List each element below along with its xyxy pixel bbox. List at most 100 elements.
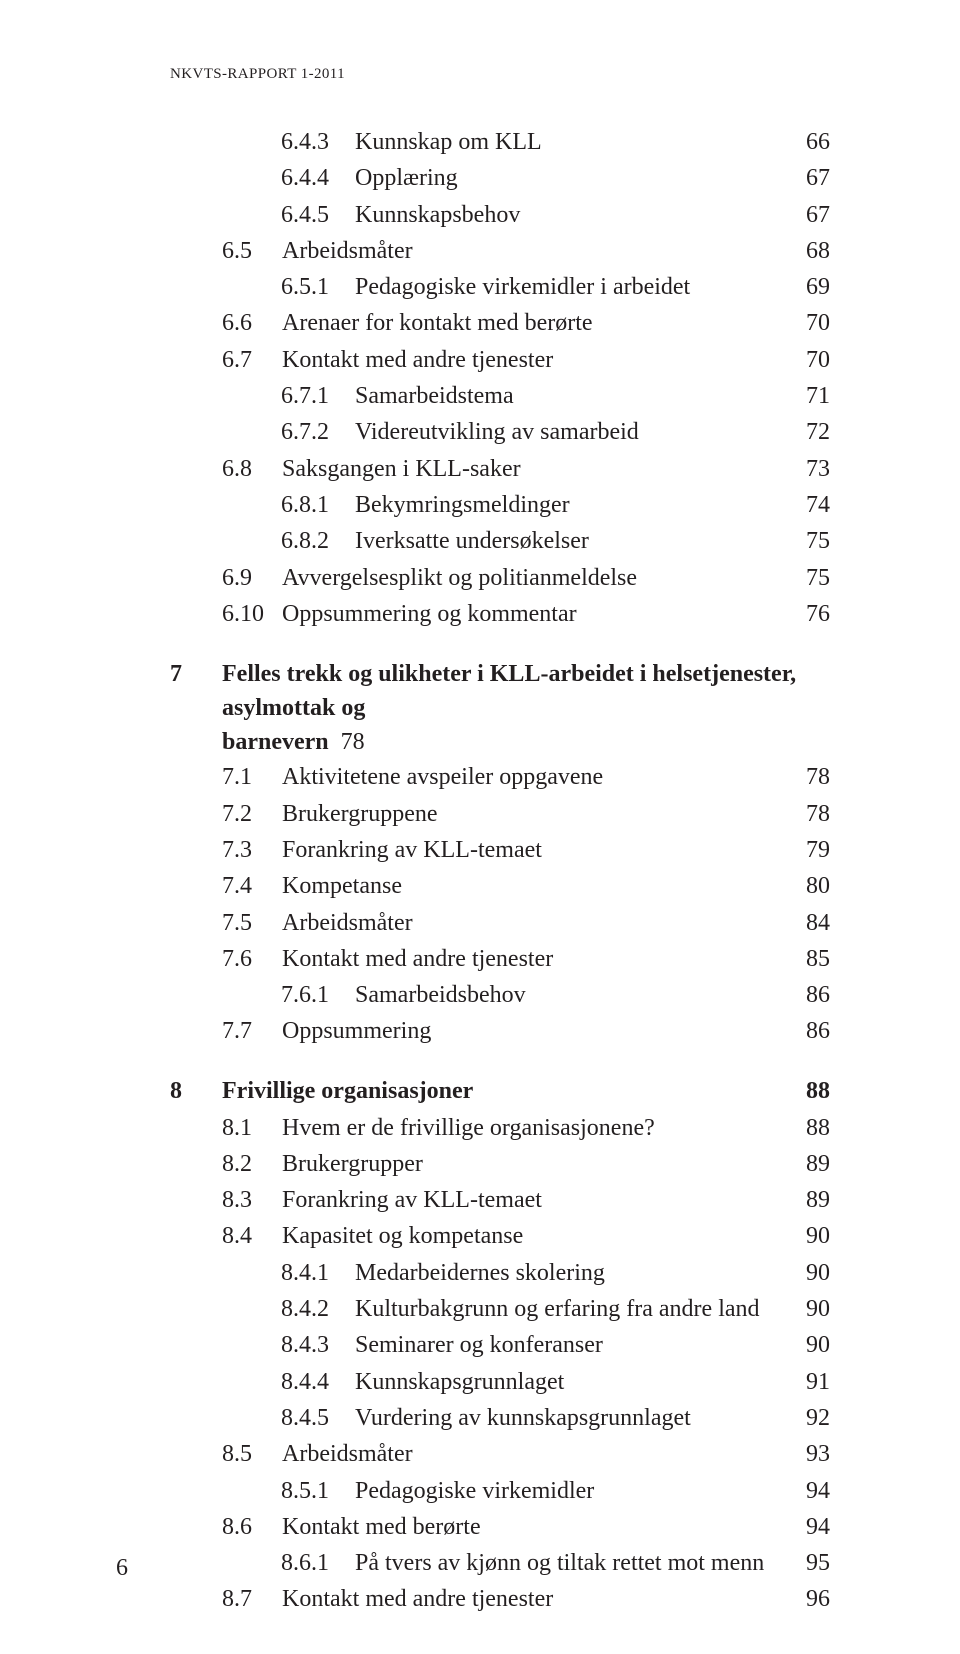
toc-entry: 6.7.2Videreutvikling av samarbeid 72 [170, 415, 830, 450]
toc-entry: 8.4.1Medarbeidernes skolering 90 [170, 1256, 830, 1291]
toc-entry: 8.4Kapasitet og kompetanse 90 [170, 1219, 830, 1254]
toc-number: 6.7.1 [281, 379, 355, 414]
toc-chapter: 7 Felles trekk og ulikheter i KLL-arbeid… [170, 657, 830, 759]
toc-number: 7.7 [222, 1014, 282, 1049]
toc-title: Avvergelsesplikt og politianmeldelse [282, 561, 637, 596]
toc-number: 8.6.1 [281, 1546, 355, 1581]
toc-number: 7 [170, 657, 222, 691]
toc-entry: 7.4Kompetanse 80 [170, 869, 830, 904]
toc-entry: 8.2Brukergrupper 89 [170, 1147, 830, 1182]
toc-page: 72 [792, 415, 830, 450]
toc-title: Kunnskapsgrunnlaget [355, 1365, 564, 1400]
toc-title: Opplæring [355, 161, 458, 196]
toc-number: 6.5 [222, 234, 282, 269]
toc-title: Vurdering av kunnskapsgrunnlaget [355, 1401, 691, 1436]
toc-title: Kontakt med andre tjenester [282, 343, 553, 378]
toc-number: 8 [170, 1074, 222, 1109]
toc-title: Arenaer for kontakt med berørte [282, 306, 593, 341]
toc-title: Medarbeidernes skolering [355, 1256, 605, 1291]
toc-title: barnevern [222, 725, 329, 759]
toc-number: 8.4.1 [281, 1256, 355, 1291]
toc-page: 67 [792, 161, 830, 196]
toc-entry: 6.6Arenaer for kontakt med berørte 70 [170, 306, 830, 341]
toc-number: 6.8 [222, 452, 282, 487]
toc-title: Kontakt med berørte [282, 1510, 481, 1545]
toc-number: 7.4 [222, 869, 282, 904]
toc-number: 6.7.2 [281, 415, 355, 450]
toc-title: Iverksatte undersøkelser [355, 524, 589, 559]
toc-page: 86 [792, 1014, 830, 1049]
toc-page: 74 [792, 488, 830, 523]
toc-entry: 6.5Arbeidsmåter 68 [170, 234, 830, 269]
toc-entry: 6.7Kontakt med andre tjenester 70 [170, 343, 830, 378]
toc-page: 67 [792, 198, 830, 233]
toc-number: 8.6 [222, 1510, 282, 1545]
toc-title: Saksgangen i KLL-saker [282, 452, 521, 487]
toc-number: 6.7 [222, 343, 282, 378]
toc-title: Aktivitetene avspeiler oppgavene [282, 760, 603, 795]
toc-number: 8.5.1 [281, 1474, 355, 1509]
toc-title: Brukergrupper [282, 1147, 423, 1182]
toc-title: Samarbeidstema [355, 379, 514, 414]
toc-page: 78 [792, 760, 830, 795]
toc-page: 95 [792, 1546, 830, 1581]
toc-title: Seminarer og konferanser [355, 1328, 603, 1363]
toc-title: Arbeidsmåter [282, 906, 413, 941]
toc-number: 6.5.1 [281, 270, 355, 305]
toc-title: Pedagogiske virkemidler i arbeidet [355, 270, 690, 305]
toc-entry: 6.7.1Samarbeidstema 71 [170, 379, 830, 414]
toc-number: 7.6 [222, 942, 282, 977]
toc-number: 6.6 [222, 306, 282, 341]
toc-page: 89 [792, 1147, 830, 1182]
toc-entry: 8.5Arbeidsmåter 93 [170, 1437, 830, 1472]
toc-number: 8.4.3 [281, 1328, 355, 1363]
toc-page: 90 [792, 1292, 830, 1327]
toc-title: Kompetanse [282, 869, 402, 904]
toc-entry: 6.8.2Iverksatte undersøkelser 75 [170, 524, 830, 559]
toc-entry: 6.4.4Opplæring 67 [170, 161, 830, 196]
toc-number: 8.4.2 [281, 1292, 355, 1327]
toc-entry: 8.4.3Seminarer og konferanser 90 [170, 1328, 830, 1363]
toc-number: 8.4.5 [281, 1401, 355, 1436]
toc-entry: 8.6Kontakt med berørte 94 [170, 1510, 830, 1545]
toc-entry: 8.7Kontakt med andre tjenester 96 [170, 1582, 830, 1617]
page-number: 6 [116, 1555, 128, 1582]
toc-number: 6.4.5 [281, 198, 355, 233]
toc-title: Bekymringsmeldinger [355, 488, 570, 523]
toc-number: 7.1 [222, 760, 282, 795]
toc-title: Kulturbakgrunn og erfaring fra andre lan… [355, 1292, 760, 1327]
toc-title: Pedagogiske virkemidler [355, 1474, 594, 1509]
toc-page: 73 [792, 452, 830, 487]
toc-title: Samarbeidsbehov [355, 978, 526, 1013]
toc-number: 8.3 [222, 1183, 282, 1218]
toc-title: Hvem er de frivillige organisasjonene? [282, 1111, 655, 1146]
toc-page: 90 [792, 1219, 830, 1254]
toc-page: 69 [792, 270, 830, 305]
toc-page: 86 [792, 978, 830, 1013]
toc-number: 8.4 [222, 1219, 282, 1254]
toc-page: 84 [792, 906, 830, 941]
toc-title: Forankring av KLL-temaet [282, 833, 542, 868]
toc-page: 75 [792, 524, 830, 559]
toc-entry: 7.3Forankring av KLL-temaet 79 [170, 833, 830, 868]
toc-title: Felles trekk og ulikheter i KLL-arbeidet… [222, 657, 830, 725]
toc-title: På tvers av kjønn og tiltak rettet mot m… [355, 1546, 764, 1581]
toc-page: 94 [792, 1510, 830, 1545]
toc-entry: 7.6Kontakt med andre tjenester 85 [170, 942, 830, 977]
toc-entry: 6.4.3Kunnskap om KLL 66 [170, 125, 830, 160]
toc-page: 76 [792, 597, 830, 632]
toc-entry: 8.6.1På tvers av kjønn og tiltak rettet … [170, 1546, 830, 1581]
toc-page: 79 [792, 833, 830, 868]
toc-title: Videreutvikling av samarbeid [355, 415, 639, 450]
toc-page: 80 [792, 869, 830, 904]
toc-entry: 8.4.2Kulturbakgrunn og erfaring fra andr… [170, 1292, 830, 1327]
toc-entry: 7.1Aktivitetene avspeiler oppgavene 78 [170, 760, 830, 795]
toc-page: 70 [792, 343, 830, 378]
toc-page: 89 [792, 1183, 830, 1218]
toc-entry: 6.9Avvergelsesplikt og politianmeldelse … [170, 561, 830, 596]
toc-entry: 8.5.1Pedagogiske virkemidler 94 [170, 1474, 830, 1509]
toc-page: 94 [792, 1474, 830, 1509]
toc-title: Oppsummering [282, 1014, 431, 1049]
toc-entry: 8.1Hvem er de frivillige organisasjonene… [170, 1111, 830, 1146]
toc-number: 8.4.4 [281, 1365, 355, 1400]
